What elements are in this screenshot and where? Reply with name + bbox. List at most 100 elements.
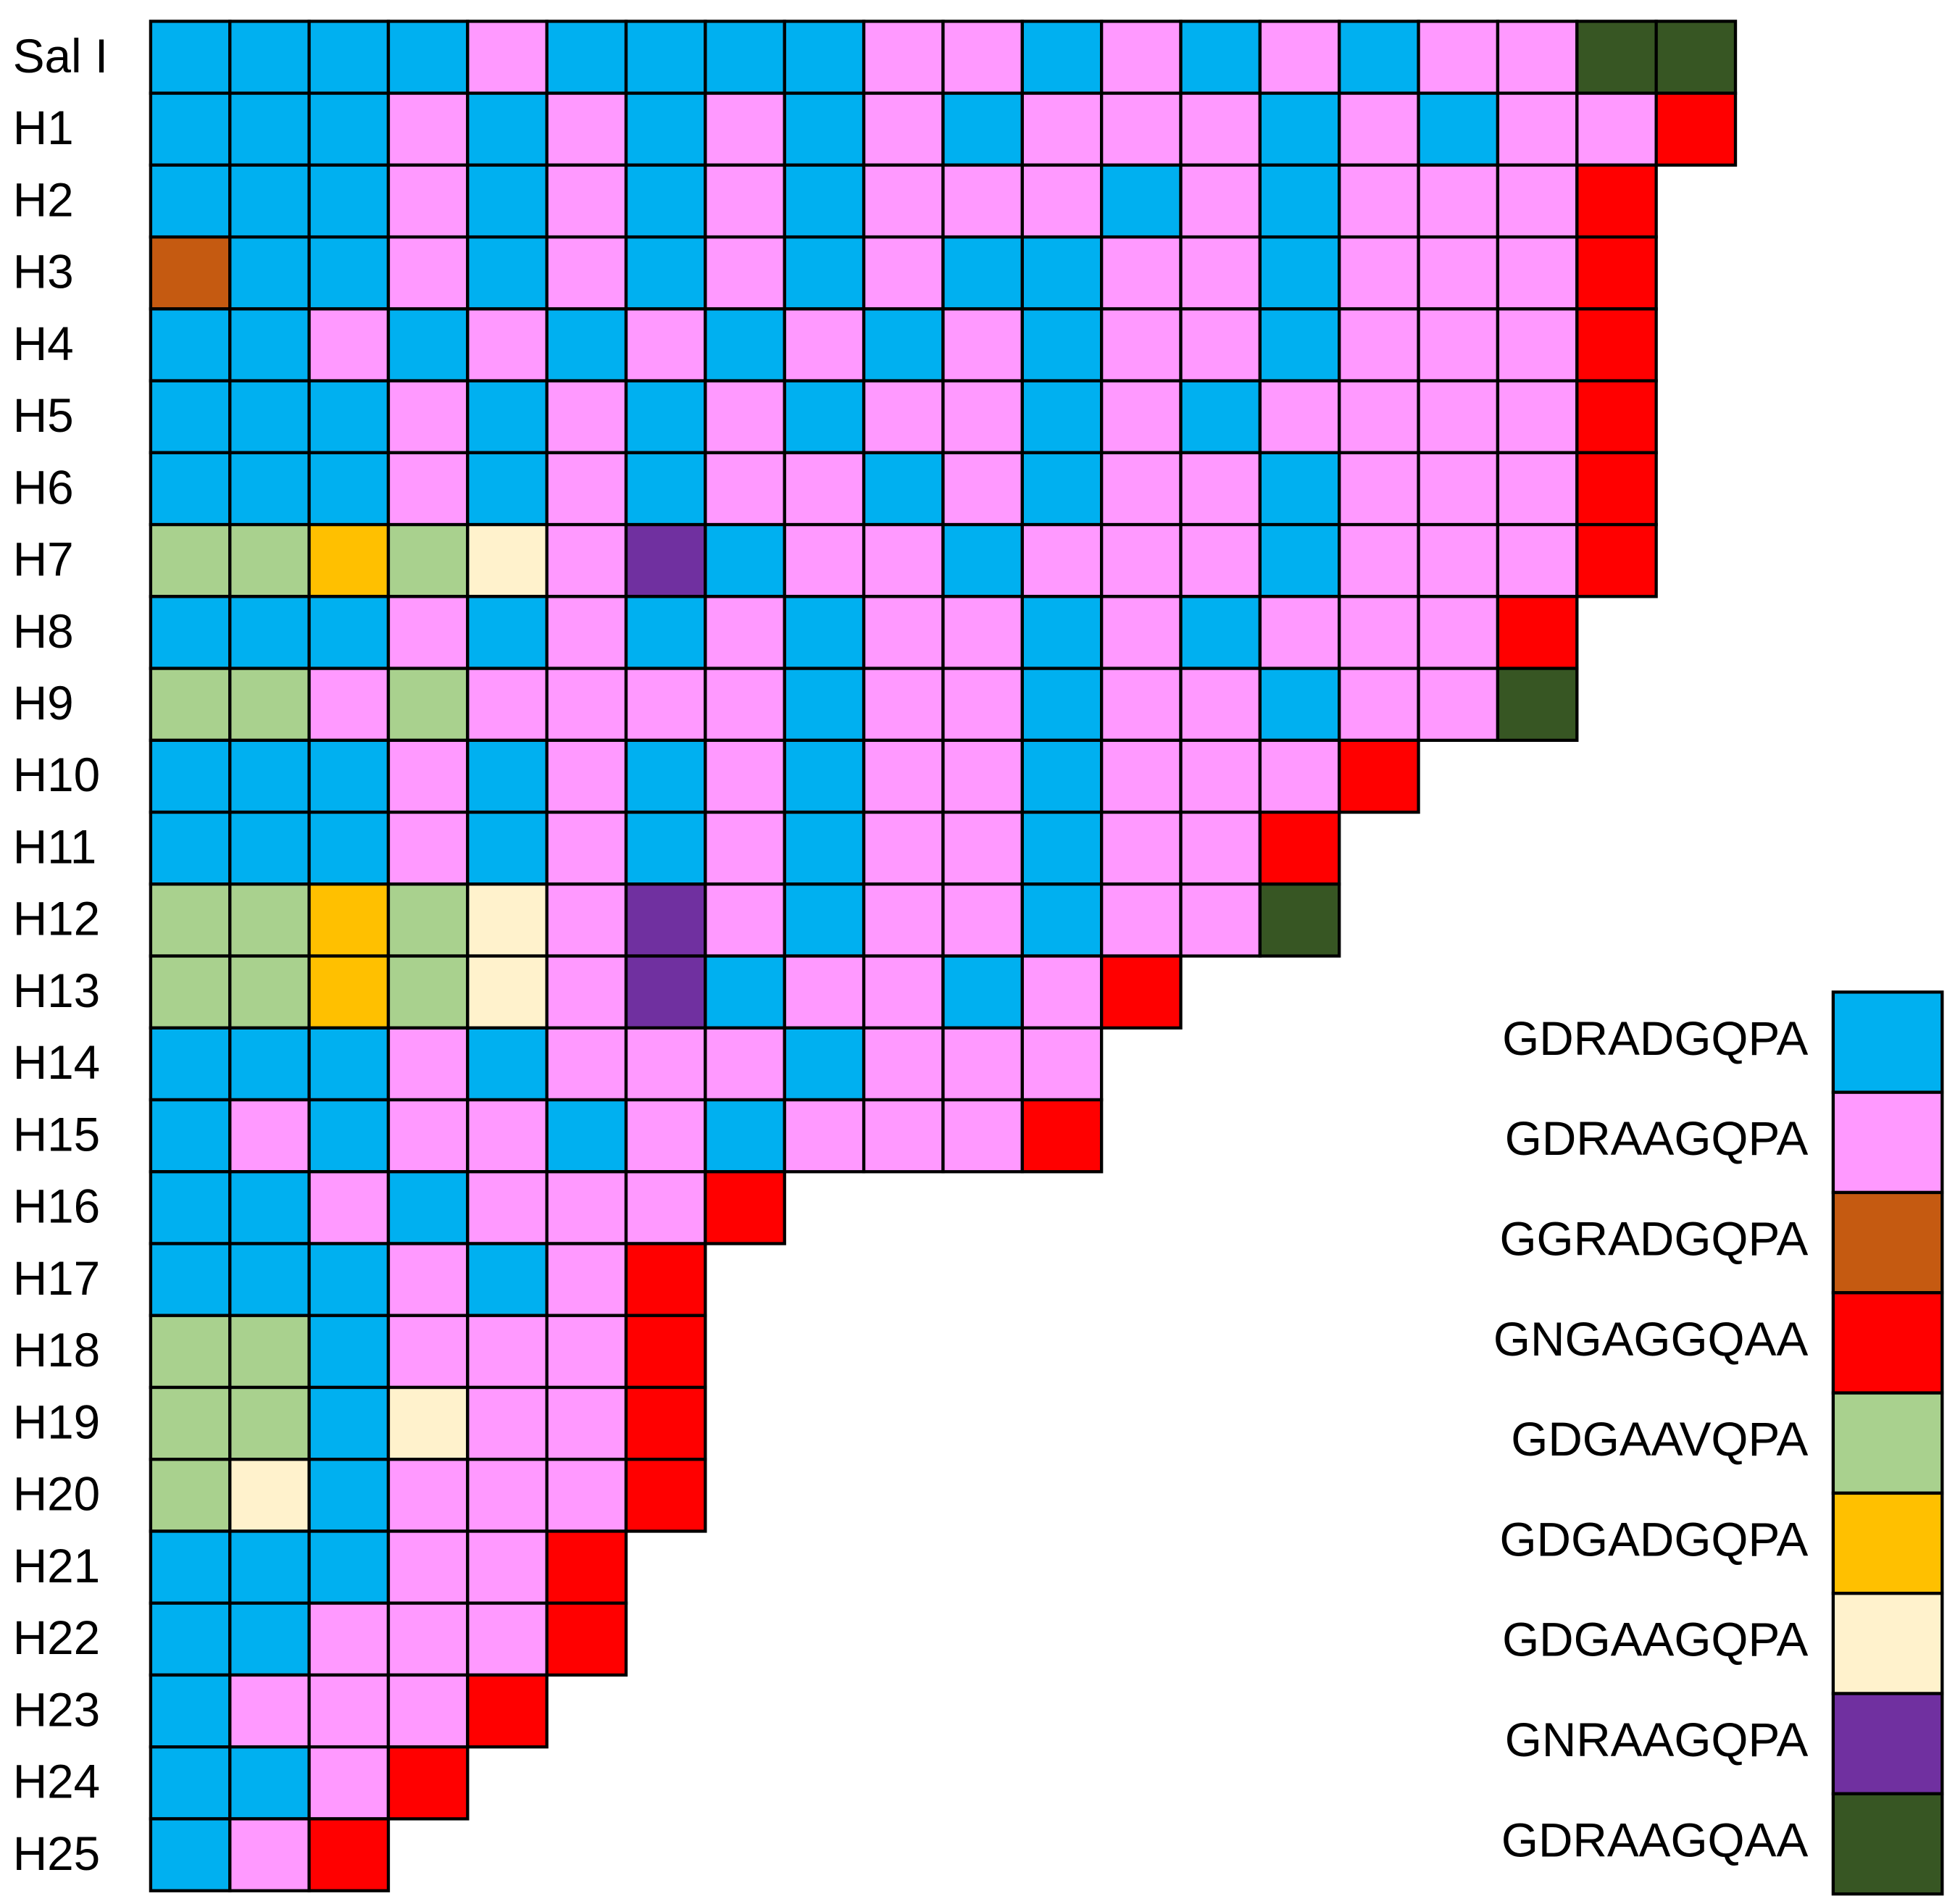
- grid-cell: [1100, 667, 1183, 742]
- grid-cell: [386, 667, 470, 742]
- grid-cell: [228, 91, 311, 167]
- grid-cell: [1100, 307, 1183, 383]
- grid-cell: [545, 163, 628, 239]
- grid-cell: [1496, 91, 1579, 167]
- grid-cell: [1020, 451, 1104, 527]
- grid-cell: [783, 163, 866, 239]
- grid-cell: [1575, 307, 1658, 383]
- grid-cell: [386, 1529, 470, 1605]
- grid-cell: [941, 379, 1024, 455]
- grid-cell: [545, 595, 628, 670]
- grid-cell: [386, 307, 470, 383]
- legend-label: GNRAAGQPA: [1505, 1713, 1809, 1766]
- grid-cell: [149, 379, 232, 455]
- grid-cell: [1496, 379, 1579, 455]
- grid-cell: [1020, 882, 1104, 958]
- grid-cell: [1258, 379, 1341, 455]
- grid-cell: [1179, 91, 1262, 167]
- grid-cell: [386, 882, 470, 958]
- grid-cell: [386, 810, 470, 886]
- grid-cell: [941, 1098, 1024, 1174]
- grid-cell: [386, 379, 470, 455]
- grid-cell: [862, 451, 945, 527]
- grid-cell: [545, 235, 628, 311]
- row-label: H19: [13, 1395, 101, 1448]
- row-label: Sal I: [13, 30, 108, 83]
- grid-cell: [1020, 20, 1104, 95]
- grid-cell: [704, 1098, 786, 1174]
- grid-cell: [624, 595, 707, 670]
- grid-cell: [149, 1314, 232, 1390]
- grid-cell: [1338, 379, 1420, 455]
- grid-cell: [386, 1745, 470, 1821]
- grid-cell: [228, 738, 311, 814]
- grid-cell: [1100, 379, 1183, 455]
- legend-swatch: [1831, 1792, 1944, 1896]
- grid-cell: [545, 307, 628, 383]
- grid-cell: [466, 738, 549, 814]
- grid-cell: [1100, 738, 1183, 814]
- grid-cell: [1179, 451, 1262, 527]
- grid-cell: [704, 163, 786, 239]
- grid-cell: [149, 20, 232, 95]
- grid-cell: [941, 667, 1024, 742]
- grid-cell: [307, 1385, 391, 1461]
- grid-cell: [704, 595, 786, 670]
- grid-cell: [1020, 810, 1104, 886]
- legend-swatch: [1831, 1291, 1944, 1395]
- grid-cell: [624, 451, 707, 527]
- grid-cell: [149, 451, 232, 527]
- grid-cell: [386, 91, 470, 167]
- grid-cell: [783, 235, 866, 311]
- grid-cell: [1338, 451, 1420, 527]
- grid-cell: [704, 307, 786, 383]
- grid-cell: [1179, 307, 1262, 383]
- grid-cell: [862, 307, 945, 383]
- grid-cell: [307, 1529, 391, 1605]
- grid-cell: [545, 1242, 628, 1317]
- grid-cell: [1258, 20, 1341, 95]
- grid-cell: [783, 954, 866, 1030]
- grid-cell: [1179, 522, 1262, 598]
- grid-cell: [1020, 379, 1104, 455]
- grid-cell: [704, 667, 786, 742]
- grid-cell: [1496, 522, 1579, 598]
- grid-cell: [466, 667, 549, 742]
- grid-cell: [545, 738, 628, 814]
- grid-cell: [307, 1601, 391, 1677]
- legend-label: GDGADGQPA: [1499, 1513, 1808, 1566]
- grid-cell: [1338, 667, 1420, 742]
- row-label: H12: [13, 893, 101, 945]
- grid-cell: [545, 1314, 628, 1390]
- grid-cell: [149, 1745, 232, 1821]
- grid-cell: [228, 882, 311, 958]
- grid-cell: [783, 451, 866, 527]
- grid-cell: [466, 810, 549, 886]
- grid-cell: [1654, 91, 1738, 167]
- grid-cell: [1338, 522, 1420, 598]
- grid-cell: [624, 882, 707, 958]
- row-label: H24: [13, 1755, 101, 1808]
- grid-cell: [386, 20, 470, 95]
- grid-cell: [466, 1529, 549, 1605]
- grid-cell: [1258, 307, 1341, 383]
- grid-cell: [862, 379, 945, 455]
- grid-cell: [545, 810, 628, 886]
- grid-cell: [149, 954, 232, 1030]
- grid-cell: [228, 1817, 311, 1892]
- grid-cell: [228, 451, 311, 527]
- grid-cell: [386, 1242, 470, 1317]
- grid-cell: [386, 1170, 470, 1245]
- grid-cell: [783, 667, 866, 742]
- grid-cell: [1575, 163, 1658, 239]
- grid-cell: [624, 1458, 707, 1533]
- grid-cell: [228, 1673, 311, 1749]
- grid-cell: [307, 235, 391, 311]
- row-label: H10: [13, 748, 101, 801]
- row-label: H25: [13, 1827, 101, 1880]
- grid-cell: [545, 1601, 628, 1677]
- row-label: H2: [13, 173, 74, 226]
- grid-cell: [307, 1745, 391, 1821]
- grid-cell: [941, 235, 1024, 311]
- grid-cell: [149, 1242, 232, 1317]
